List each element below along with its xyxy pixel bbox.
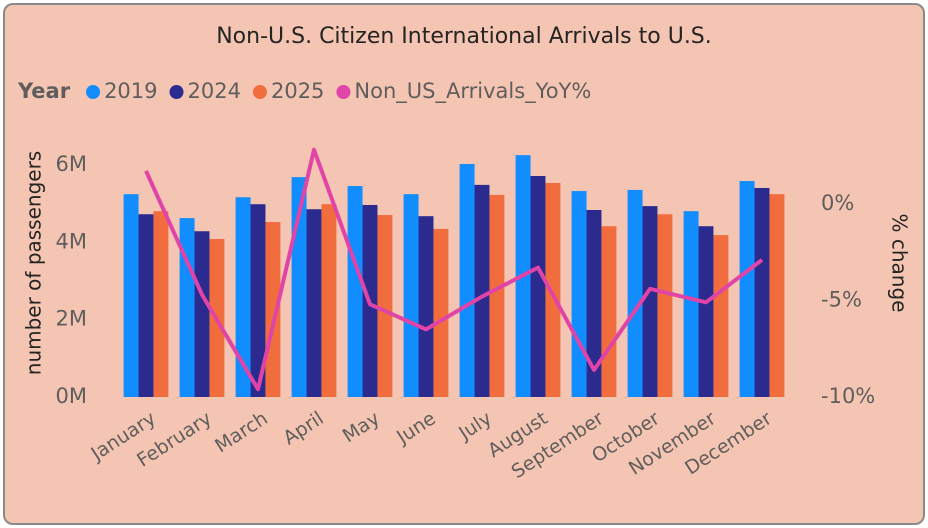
bar	[306, 209, 322, 397]
legend: Year 2019 2024 2025 Non_US_Arrivals_YoY%	[17, 79, 591, 104]
bar	[403, 194, 419, 397]
bar	[489, 194, 505, 397]
bar	[571, 191, 587, 397]
bar	[250, 204, 266, 397]
y2-tick-label: 0%	[821, 191, 854, 215]
bar	[459, 164, 475, 397]
legend-label: 2025	[271, 79, 324, 103]
bar	[683, 211, 699, 397]
bar	[321, 204, 337, 397]
chart-title: Non-U.S. Citizen International Arrivals …	[216, 24, 712, 49]
bar	[347, 186, 363, 397]
y-tick-label: 2M	[56, 307, 87, 331]
bar	[123, 194, 139, 397]
legend-marker	[169, 85, 184, 99]
x-tick-label: June	[392, 407, 440, 449]
legend-label: 2019	[104, 79, 157, 103]
y2-axis-title: % change	[888, 214, 912, 313]
y2-tick-label: -5%	[821, 287, 862, 311]
bar	[235, 197, 251, 397]
legend-title: Year	[17, 79, 71, 103]
bar	[601, 226, 617, 397]
bar	[586, 210, 602, 397]
bar	[474, 184, 490, 397]
bar	[418, 216, 434, 397]
chart-card: Non-U.S. Citizen International Arrivals …	[3, 3, 925, 525]
x-tick-label: April	[279, 407, 327, 449]
bar	[642, 206, 658, 397]
x-tick-label: March	[211, 407, 272, 457]
legend-marker	[336, 85, 351, 99]
bar	[265, 221, 281, 397]
bar	[713, 235, 729, 397]
y-tick-label: 6M	[56, 152, 87, 176]
bar	[179, 218, 195, 397]
x-tick-label: May	[339, 407, 384, 447]
bar	[530, 176, 546, 397]
y-tick-label: 0M	[56, 384, 87, 408]
y2-tick-label: -10%	[821, 384, 875, 408]
legend-marker	[86, 85, 101, 99]
bar	[545, 182, 561, 397]
bar	[433, 228, 449, 397]
bar	[627, 189, 643, 397]
chart: Non-U.S. Citizen International Arrivals …	[17, 24, 912, 483]
legend-label: Non_US_Arrivals_YoY%	[354, 79, 591, 104]
bar	[769, 194, 785, 397]
bar	[194, 231, 210, 397]
bar	[153, 211, 169, 397]
y-tick-label: 4M	[56, 229, 87, 253]
bar	[698, 226, 714, 397]
bar	[657, 214, 673, 397]
bar	[739, 181, 755, 397]
bar	[754, 187, 770, 397]
y-axis-title: number of passengers	[22, 151, 46, 375]
line	[144, 147, 764, 392]
bar	[377, 215, 393, 397]
legend-label: 2024	[188, 79, 241, 103]
bar	[138, 214, 154, 397]
legend-marker	[252, 85, 267, 99]
